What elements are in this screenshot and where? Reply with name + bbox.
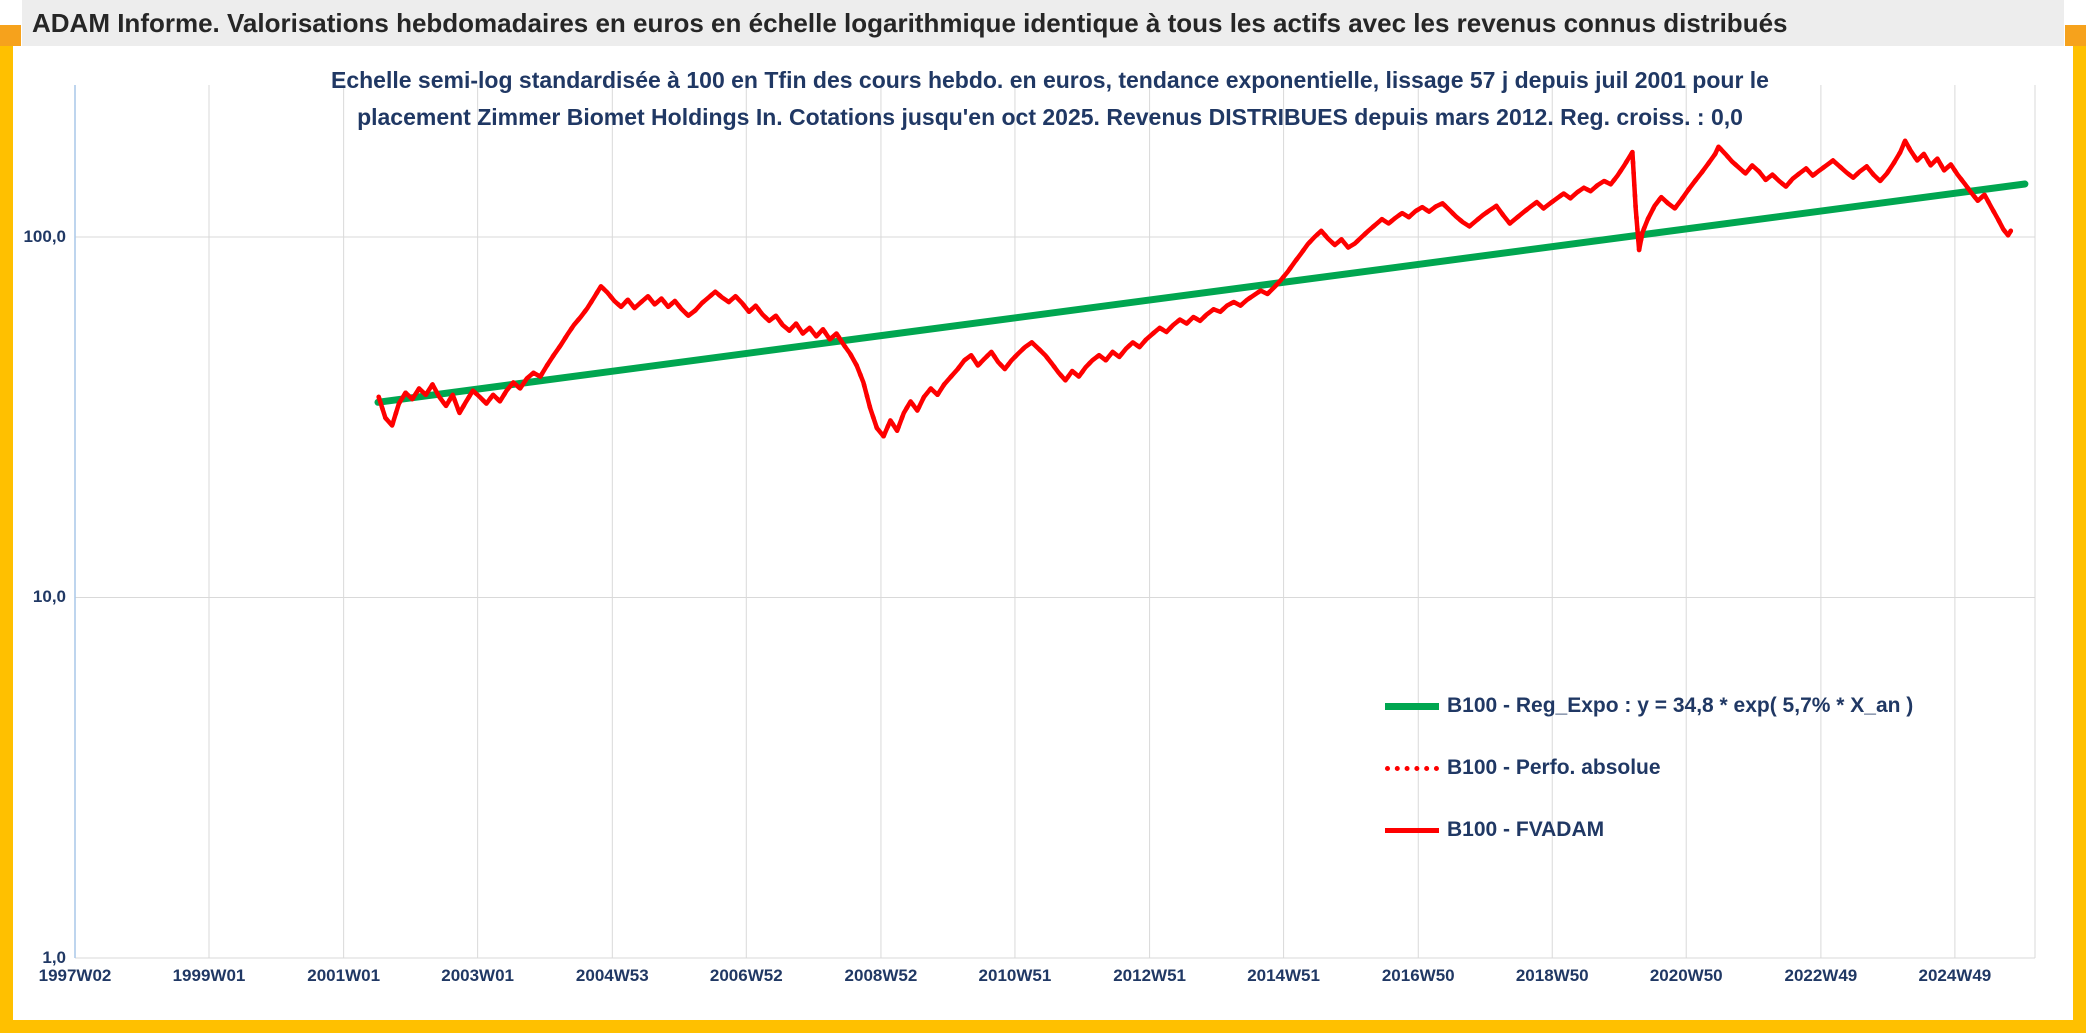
x-axis-label: 2001W01 bbox=[307, 966, 381, 985]
x-axis-label: 1999W01 bbox=[172, 966, 246, 985]
y-axis-label: 100,0 bbox=[23, 226, 66, 246]
frame-corner-left bbox=[0, 25, 21, 46]
chart-area: Echelle semi-log standardisée à 100 en T… bbox=[0, 46, 2086, 1020]
x-axis-label: 2018W50 bbox=[1515, 966, 1589, 985]
red-dotted-line-swatch-icon bbox=[1385, 765, 1439, 771]
x-axis-label: 2006W52 bbox=[709, 966, 783, 985]
frame-corner-right bbox=[2065, 25, 2086, 46]
legend-label-perfo-absolue: B100 - Perfo. absolue bbox=[1447, 756, 1661, 779]
legend-label-reg-expo: B100 - Reg_Expo : y = 34,8 * exp( 5,7% *… bbox=[1447, 694, 1914, 717]
x-axis-label: 2012W51 bbox=[1113, 966, 1186, 985]
y-axis-label: 1,0 bbox=[42, 948, 66, 967]
red-solid-line-swatch-icon bbox=[1385, 827, 1439, 833]
frame-stripe-right bbox=[2073, 46, 2086, 1033]
x-axis-label: 2004W53 bbox=[575, 966, 649, 985]
y-axis-label: 10,0 bbox=[32, 587, 66, 607]
x-axis-label: 2022W49 bbox=[1784, 966, 1858, 985]
x-axis-label: 2010W51 bbox=[978, 966, 1052, 985]
report-header: ADAM Informe. Valorisations hebdomadaire… bbox=[22, 0, 2064, 46]
legend-item-perfo-absolue: B100 - Perfo. absolue bbox=[1385, 750, 1913, 786]
x-axis-label: 2020W50 bbox=[1649, 966, 1723, 985]
legend-label-fvadam: B100 - FVADAM bbox=[1447, 818, 1605, 841]
chart-title-line2: placement Zimmer Biomet Holdings In. Cot… bbox=[357, 104, 1743, 130]
x-axis-label: 2024W49 bbox=[1918, 966, 1992, 985]
chart-title: Echelle semi-log standardisée à 100 en T… bbox=[200, 62, 1900, 136]
report-title: ADAM Informe. Valorisations hebdomadaire… bbox=[32, 7, 1788, 38]
green-trend-line-swatch-icon bbox=[1385, 702, 1439, 710]
frame-stripe-left bbox=[0, 46, 13, 1033]
x-axis-label: 1997W02 bbox=[38, 966, 112, 985]
legend-item-reg-expo: B100 - Reg_Expo : y = 34,8 * exp( 5,7% *… bbox=[1385, 688, 1913, 724]
x-axis-label: 2003W01 bbox=[441, 966, 515, 985]
legend-item-fvadam: B100 - FVADAM bbox=[1385, 812, 1913, 848]
x-axis-label: 2014W51 bbox=[1247, 966, 1320, 985]
x-axis-label: 2016W50 bbox=[1381, 966, 1455, 985]
chart-legend: B100 - Reg_Expo : y = 34,8 * exp( 5,7% *… bbox=[1385, 688, 1913, 874]
frame-stripe-bottom bbox=[0, 1020, 2086, 1033]
x-axis-label: 2008W52 bbox=[844, 966, 918, 985]
chart-title-line1: Echelle semi-log standardisée à 100 en T… bbox=[331, 67, 1769, 93]
